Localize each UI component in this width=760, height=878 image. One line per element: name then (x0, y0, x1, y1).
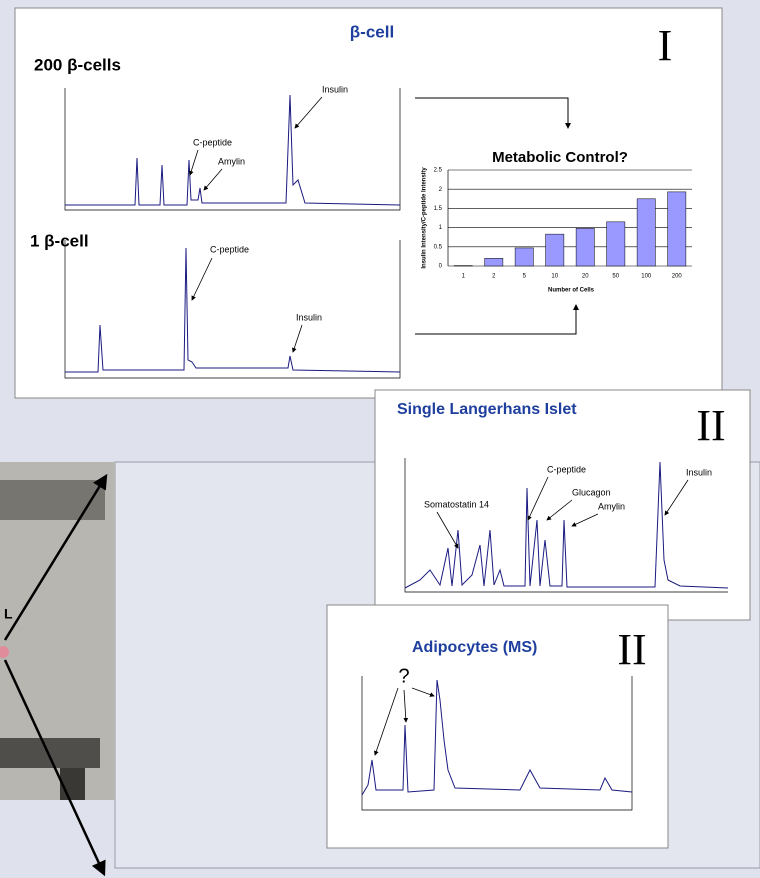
bar (485, 258, 503, 266)
slide: L β-cell I 200 β-cells Insulin C-peptide… (0, 0, 760, 878)
annotation: Insulin (322, 84, 348, 94)
annotation: Somatostatin 14 (424, 499, 489, 509)
spectrum-label: 200 β-cells (34, 55, 121, 74)
annotation: C-peptide (193, 137, 232, 147)
annotation: Glucagon (572, 487, 611, 497)
annotation: Amylin (598, 501, 625, 511)
x-tick-label: 20 (582, 274, 589, 280)
photo-label: L (4, 606, 13, 622)
bar (515, 248, 533, 266)
x-axis-label: Number of Cells (548, 288, 595, 294)
spectrum-label: 1 β-cell (30, 231, 89, 250)
annotation: C-peptide (547, 464, 586, 474)
panel-numeral: II (696, 401, 725, 450)
panel-numeral: II (617, 625, 646, 674)
bar (607, 222, 625, 266)
annotation: Amylin (218, 156, 245, 166)
y-axis-label: Insulin Intensity/C-peptide Intensity (422, 167, 428, 269)
x-tick-label: 50 (612, 274, 619, 280)
panel-title: β-cell (350, 22, 394, 41)
x-tick-label: 100 (641, 274, 652, 280)
x-tick-label: 10 (551, 274, 558, 280)
bar (576, 228, 594, 266)
x-tick-label: 200 (672, 274, 683, 280)
panel-title: Adipocytes (MS) (412, 639, 537, 656)
bar (637, 199, 655, 266)
annotation: Insulin (686, 467, 712, 477)
panel-title: Single Langerhans Islet (397, 401, 577, 418)
beta-panel (15, 8, 722, 398)
y-tick-label: 1.5 (434, 206, 443, 212)
photo: L (0, 462, 115, 800)
bar (546, 234, 564, 266)
chart-title: Metabolic Control? (492, 149, 628, 166)
y-tick-label: 2.5 (434, 168, 443, 174)
panel-numeral: I (658, 21, 673, 70)
bar (668, 192, 686, 266)
annotation: Insulin (296, 312, 322, 322)
annotation: ? (398, 665, 409, 687)
annotation: C-peptide (210, 244, 249, 254)
y-tick-label: 0.5 (434, 244, 443, 250)
